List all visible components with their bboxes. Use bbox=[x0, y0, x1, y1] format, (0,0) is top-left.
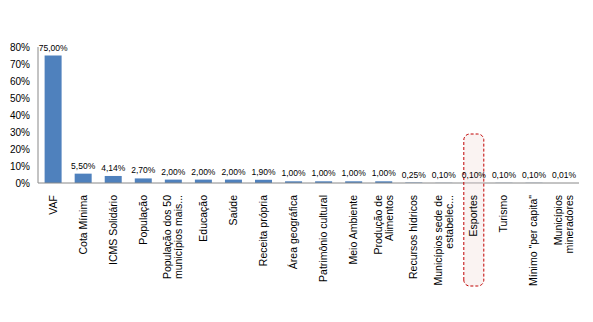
svg-text:Recursos hídricos: Recursos hídricos bbox=[407, 195, 419, 279]
svg-text:1,00%: 1,00% bbox=[342, 168, 367, 178]
svg-text:5,50%: 5,50% bbox=[71, 161, 96, 171]
svg-text:80%: 80% bbox=[10, 42, 30, 53]
svg-text:0,25%: 0,25% bbox=[402, 170, 427, 180]
svg-text:10%: 10% bbox=[10, 161, 30, 172]
svg-text:75,00%: 75,00% bbox=[39, 43, 68, 53]
svg-text:População: População bbox=[137, 195, 149, 245]
svg-text:0,10%: 0,10% bbox=[522, 170, 547, 180]
svg-text:1,90%: 1,90% bbox=[251, 167, 276, 177]
svg-text:30%: 30% bbox=[10, 127, 30, 138]
svg-text:Esportes: Esportes bbox=[467, 195, 479, 236]
svg-text:0,10%: 0,10% bbox=[492, 170, 517, 180]
svg-text:0%: 0% bbox=[16, 178, 31, 189]
svg-text:60%: 60% bbox=[10, 76, 30, 87]
svg-text:50%: 50% bbox=[10, 93, 30, 104]
svg-text:Mínimo "per capita": Mínimo "per capita" bbox=[527, 195, 539, 286]
svg-text:VAF: VAF bbox=[47, 195, 59, 215]
svg-text:2,00%: 2,00% bbox=[161, 167, 186, 177]
svg-text:Patrimônio cultural: Patrimônio cultural bbox=[317, 195, 329, 282]
svg-text:1,00%: 1,00% bbox=[282, 168, 307, 178]
svg-text:40%: 40% bbox=[10, 110, 30, 121]
svg-text:Municípiosmineradores: Municípiosmineradores bbox=[552, 195, 575, 253]
svg-text:Produção deAlimentos: Produção deAlimentos bbox=[372, 195, 395, 255]
svg-text:Receita própria: Receita própria bbox=[257, 195, 269, 266]
svg-text:Meio Ambiente: Meio Ambiente bbox=[347, 195, 359, 265]
svg-text:Saúde: Saúde bbox=[227, 195, 239, 226]
svg-text:Área geográfica: Área geográfica bbox=[287, 195, 299, 269]
svg-text:2,70%: 2,70% bbox=[131, 165, 156, 175]
svg-text:Turismo: Turismo bbox=[497, 195, 509, 233]
svg-text:0,01%: 0,01% bbox=[552, 170, 577, 180]
svg-text:População dos 50municípios mai: População dos 50municípios mais... bbox=[161, 195, 184, 279]
svg-text:70%: 70% bbox=[10, 59, 30, 70]
svg-text:4,14%: 4,14% bbox=[101, 163, 126, 173]
svg-text:1,00%: 1,00% bbox=[372, 168, 397, 178]
svg-text:0,10%: 0,10% bbox=[432, 170, 457, 180]
svg-text:2,00%: 2,00% bbox=[191, 167, 216, 177]
svg-text:Educação: Educação bbox=[197, 195, 209, 242]
svg-text:Cota Mínima: Cota Mínima bbox=[77, 195, 89, 255]
svg-text:ICMS Solidário: ICMS Solidário bbox=[107, 195, 119, 265]
svg-text:Municípios sede deestabelec...: Municípios sede deestabelec... bbox=[432, 195, 455, 286]
svg-text:2,00%: 2,00% bbox=[221, 167, 246, 177]
svg-text:1,00%: 1,00% bbox=[312, 168, 337, 178]
svg-text:0,10%: 0,10% bbox=[462, 170, 487, 180]
svg-text:20%: 20% bbox=[10, 144, 30, 155]
